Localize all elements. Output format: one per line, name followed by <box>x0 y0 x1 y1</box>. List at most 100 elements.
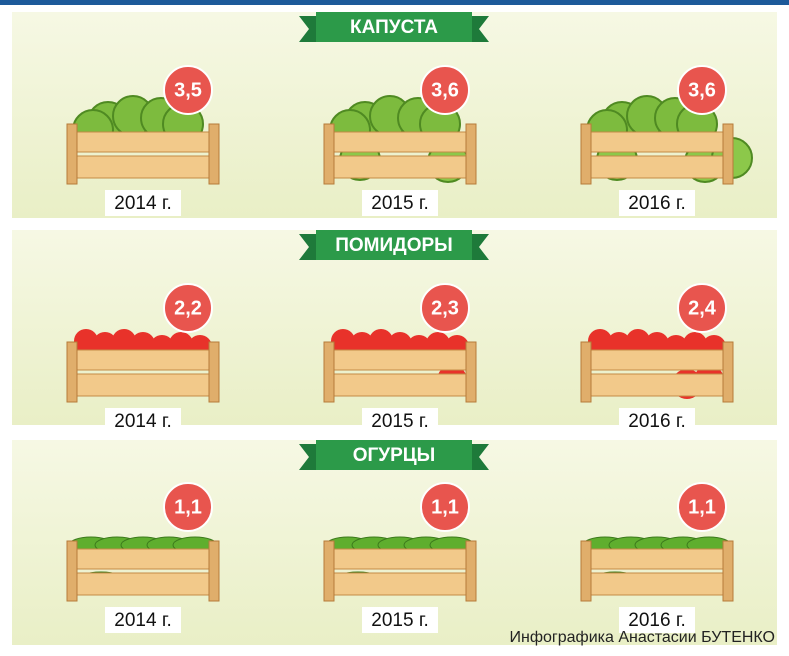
banner-tail <box>299 16 319 42</box>
section-title: ПОМИДОРЫ <box>335 235 453 256</box>
tomato <box>626 329 650 353</box>
year-box <box>619 190 695 216</box>
crate-group <box>323 329 477 403</box>
crate-group <box>580 536 734 602</box>
crate-board <box>327 155 473 179</box>
crate-post <box>208 540 220 602</box>
year: 2015 г. <box>371 610 428 631</box>
section-title: КАПУСТА <box>350 17 438 38</box>
crate-group <box>580 95 753 185</box>
crate-group <box>323 536 477 602</box>
content: КАПУСТА 3,5 2014 г. 3,6 2015 г. 3,6 2016 г. ПОМ… <box>12 12 777 645</box>
crate-post <box>465 123 477 185</box>
crate-board <box>70 373 216 397</box>
value: 3,6 <box>431 79 459 101</box>
year-box <box>105 607 181 633</box>
crate-group <box>66 536 220 602</box>
value: 2,4 <box>688 297 717 319</box>
crate-board <box>327 373 473 397</box>
top-strip <box>0 0 789 5</box>
value-bubble <box>677 65 727 115</box>
crate-board <box>70 155 216 179</box>
banner <box>316 440 472 470</box>
crate-post <box>465 341 477 403</box>
value-bubble <box>677 482 727 532</box>
banner-tail <box>469 16 489 42</box>
crate-post <box>66 123 78 185</box>
crate-post <box>465 540 477 602</box>
year-box <box>362 190 438 216</box>
year-box <box>105 190 181 216</box>
crate-post <box>722 341 734 403</box>
year: 2016 г. <box>628 610 685 631</box>
value-bubble <box>420 482 470 532</box>
crate-group <box>580 329 734 403</box>
value: 1,1 <box>688 496 716 518</box>
crate-board <box>327 548 473 570</box>
value-bubble <box>677 283 727 333</box>
credit: Инфографика Анастасии БУТЕНКО <box>510 629 775 646</box>
crate-board <box>70 349 216 371</box>
banner <box>316 12 472 42</box>
year-box <box>619 408 695 434</box>
crate-post <box>580 341 592 403</box>
tomato <box>331 329 355 353</box>
banner <box>316 230 472 260</box>
tomato <box>112 329 136 353</box>
tomato <box>74 329 98 353</box>
tomato <box>369 329 393 353</box>
value-bubble <box>420 65 470 115</box>
crate-post <box>580 540 592 602</box>
crate-board <box>70 572 216 596</box>
crate-post <box>722 540 734 602</box>
banner-tail <box>469 444 489 470</box>
crate-post <box>208 341 220 403</box>
year: 2015 г. <box>371 193 428 214</box>
crate-post <box>66 341 78 403</box>
tomato <box>588 329 612 353</box>
crate-board <box>70 548 216 570</box>
year-box <box>105 408 181 434</box>
value-bubble <box>163 65 213 115</box>
year-box <box>362 408 438 434</box>
crate-post <box>323 341 335 403</box>
section-title: ОГУРЦЫ <box>353 445 436 466</box>
crate-board <box>584 131 730 153</box>
value: 3,6 <box>688 79 716 101</box>
year: 2014 г. <box>114 193 171 214</box>
crate-board <box>584 572 730 596</box>
crate-board <box>584 548 730 570</box>
year: 2016 г. <box>628 193 685 214</box>
year: 2016 г. <box>628 411 685 432</box>
crate-board <box>584 373 730 397</box>
year-box <box>362 607 438 633</box>
value: 1,1 <box>431 496 459 518</box>
value-bubble <box>163 283 213 333</box>
crate-board <box>327 572 473 596</box>
value: 2,2 <box>174 297 202 319</box>
crate-post <box>580 123 592 185</box>
banner-tail <box>299 234 319 260</box>
crate-group <box>66 329 220 403</box>
crate-post <box>66 540 78 602</box>
value: 1,1 <box>174 496 202 518</box>
crate-post <box>323 123 335 185</box>
value-bubble <box>163 482 213 532</box>
year: 2014 г. <box>114 411 171 432</box>
crate-post <box>208 123 220 185</box>
year-box <box>619 607 695 633</box>
crate-board <box>584 155 730 179</box>
crate-board <box>70 131 216 153</box>
banner-tail <box>299 444 319 470</box>
crate-post <box>323 540 335 602</box>
crate-post <box>722 123 734 185</box>
value: 2,3 <box>431 297 459 319</box>
value: 3,5 <box>174 79 202 101</box>
banner-tail <box>469 234 489 260</box>
value-bubble <box>420 283 470 333</box>
crate-board <box>327 131 473 153</box>
year: 2015 г. <box>371 411 428 432</box>
year: 2014 г. <box>114 610 171 631</box>
